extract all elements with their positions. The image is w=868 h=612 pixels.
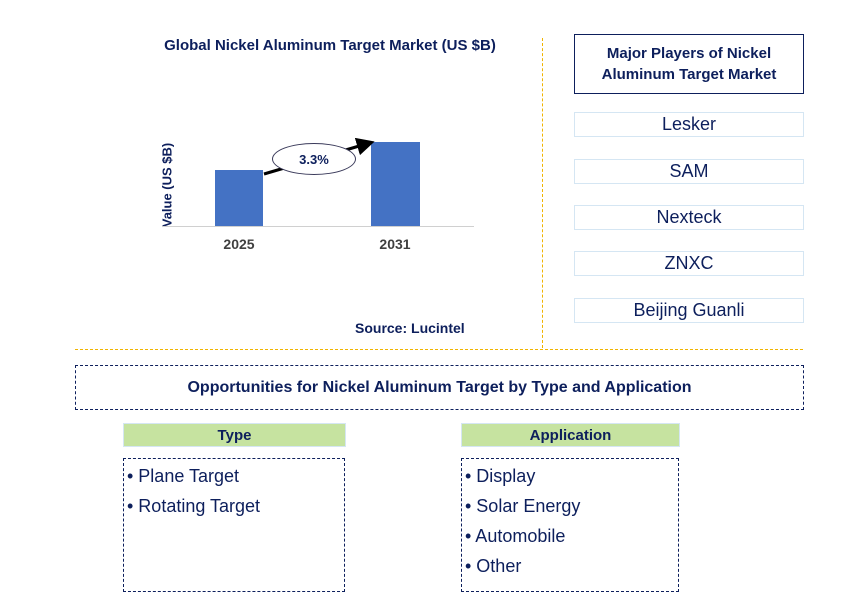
y-axis-label: Value (US $B) (159, 142, 175, 228)
horizontal-divider (75, 349, 803, 350)
application-list: • Display • Solar Energy • Automobile • … (461, 458, 679, 592)
vertical-divider (542, 38, 543, 348)
chart-title: Global Nickel Aluminum Target Market (US… (164, 37, 496, 54)
application-item: • Solar Energy (465, 496, 581, 516)
type-item: • Rotating Target (127, 496, 261, 516)
source-label: Source: Lucintel (355, 320, 465, 336)
application-item: • Other (465, 556, 522, 576)
players-title: Major Players of Nickel Aluminum Target … (574, 34, 804, 94)
bar-2025 (215, 170, 263, 226)
application-item: • Automobile (465, 526, 566, 546)
opportunities-title: Opportunities for Nickel Aluminum Target… (75, 365, 804, 410)
application-item: • Display (465, 466, 536, 486)
player-znxc: ZNXC (574, 251, 804, 276)
y-axis-label-container: Value (US $B) (152, 140, 182, 230)
player-lesker: Lesker (574, 112, 804, 137)
type-item: • Plane Target (127, 466, 240, 486)
cagr-badge: 3.3% (272, 143, 356, 175)
type-list: • Plane Target • Rotating Target (123, 458, 345, 592)
player-beijing-guanli: Beijing Guanli (574, 298, 804, 323)
type-header: Type (123, 423, 346, 447)
player-nexteck: Nexteck (574, 205, 804, 230)
x-tick-2025: 2025 (223, 236, 255, 252)
application-header: Application (461, 423, 680, 447)
bar-2031 (371, 142, 420, 226)
x-tick-2031: 2031 (379, 236, 411, 252)
x-axis-line (162, 226, 474, 227)
player-sam: SAM (574, 159, 804, 184)
